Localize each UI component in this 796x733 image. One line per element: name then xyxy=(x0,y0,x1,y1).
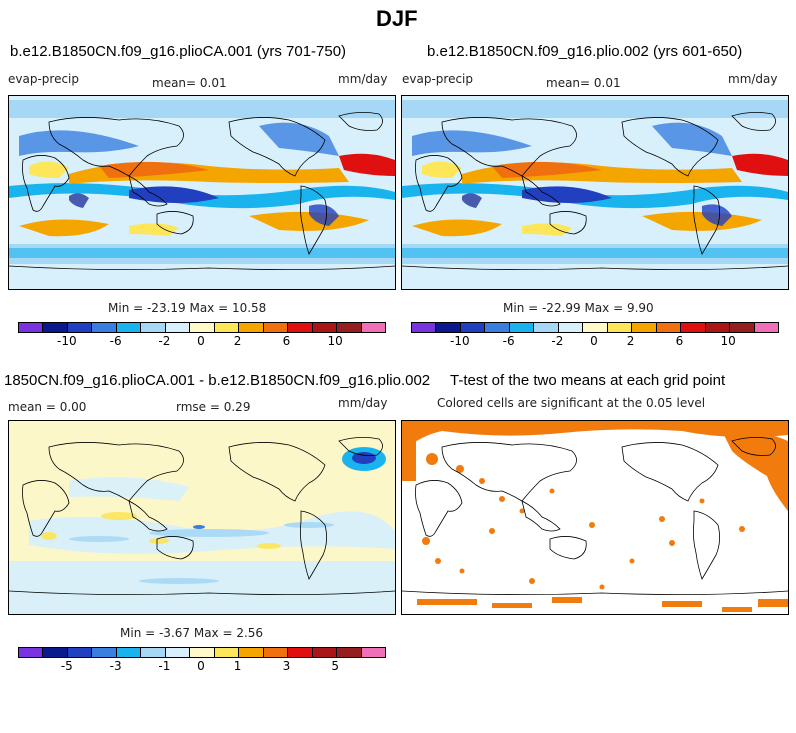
panel-1-colorbar xyxy=(18,322,386,333)
colorbar-swatch xyxy=(214,648,240,657)
colorbar-swatch xyxy=(214,323,240,332)
colorbar-swatch xyxy=(116,323,142,332)
colorbar-tick-label: 5 xyxy=(331,659,340,673)
colorbar-swatch xyxy=(43,648,68,657)
colorbar-tick-label: -5 xyxy=(60,659,73,673)
panel-2-units-label: mm/day xyxy=(728,72,778,86)
colorbar-swatch xyxy=(730,323,755,332)
colorbar-tick-label: 0 xyxy=(197,659,205,673)
panel-3-map xyxy=(8,420,396,615)
colorbar-swatch xyxy=(67,323,93,332)
colorbar-tick-label: 2 xyxy=(233,334,242,348)
panel-1-mean-label: mean= 0.01 xyxy=(152,76,227,90)
panel-4-title: T-test of the two means at each grid poi… xyxy=(450,372,726,389)
panel-4-map xyxy=(401,420,789,615)
colorbar-tick-label: -6 xyxy=(502,334,515,348)
colorbar-swatch xyxy=(681,323,706,332)
colorbar-tick-label: 10 xyxy=(327,334,343,348)
colorbar-tick-label: -1 xyxy=(158,659,171,673)
panel-3-units-label: mm/day xyxy=(338,396,388,410)
panel-2-map xyxy=(401,95,789,290)
colorbar-swatch xyxy=(485,323,510,332)
colorbar-swatch xyxy=(92,648,117,657)
colorbar-swatch xyxy=(190,648,215,657)
panel-3-title: 1850CN.f09_g16.plioCA.001 - b.e12.B1850C… xyxy=(4,372,431,389)
colorbar-swatch xyxy=(263,648,289,657)
panel-4-significance-note: Colored cells are significant at the 0.0… xyxy=(437,396,706,410)
panel-2-map-field xyxy=(402,96,788,289)
colorbar-swatch xyxy=(67,648,93,657)
panel-1-units-label: mm/day xyxy=(338,72,388,86)
colorbar-swatch xyxy=(607,323,633,332)
colorbar-swatch xyxy=(754,323,779,332)
panel-3-min-max: Min = -3.67 Max = 2.56 xyxy=(120,626,264,640)
colorbar-tick-label: 3 xyxy=(282,659,291,673)
colorbar-swatch xyxy=(312,323,338,332)
panel-3-colorbar xyxy=(18,647,386,658)
colorbar-swatch xyxy=(534,323,559,332)
colorbar-swatch xyxy=(116,648,142,657)
panel-3-rmse-label: rmse = 0.29 xyxy=(176,400,251,414)
colorbar-tick-label: -6 xyxy=(109,334,122,348)
colorbar-tick-label: -10 xyxy=(56,334,77,348)
panel-3-map-field xyxy=(9,436,395,614)
colorbar-swatch xyxy=(705,323,731,332)
colorbar-swatch xyxy=(190,323,215,332)
colorbar-tick-label: 1 xyxy=(233,659,242,673)
panel-1-map-field xyxy=(9,96,395,289)
colorbar-swatch xyxy=(19,323,44,332)
panel-4-map-field xyxy=(402,421,788,612)
colorbar-swatch xyxy=(361,648,386,657)
colorbar-swatch xyxy=(436,323,461,332)
panel-3-mean-label: mean = 0.00 xyxy=(8,400,87,414)
panel-1-map xyxy=(8,95,396,290)
colorbar-swatch xyxy=(92,323,117,332)
colorbar-swatch xyxy=(361,323,386,332)
colorbar-tick-label: 6 xyxy=(675,334,684,348)
colorbar-swatch xyxy=(656,323,682,332)
colorbar-swatch xyxy=(19,648,44,657)
colorbar-tick-label: 0 xyxy=(197,334,205,348)
colorbar-swatch xyxy=(239,648,264,657)
colorbar-swatch xyxy=(460,323,486,332)
colorbar-tick-label: -10 xyxy=(449,334,470,348)
colorbar-tick-label: 2 xyxy=(626,334,635,348)
colorbar-swatch xyxy=(141,323,166,332)
colorbar-tick-label: -2 xyxy=(551,334,564,348)
colorbar-swatch xyxy=(165,648,191,657)
colorbar-swatch xyxy=(558,323,584,332)
colorbar-tick-label: 10 xyxy=(720,334,736,348)
colorbar-swatch xyxy=(141,648,166,657)
colorbar-swatch xyxy=(312,648,338,657)
panel-2-colorbar xyxy=(411,322,779,333)
panel-2-min-max: Min = -22.99 Max = 9.90 xyxy=(503,301,654,315)
colorbar-swatch xyxy=(239,323,264,332)
panel-1-title: b.e12.B1850CN.f09_g16.plioCA.001 (yrs 70… xyxy=(10,43,347,60)
colorbar-swatch xyxy=(337,323,362,332)
panel-2-mean-label: mean= 0.01 xyxy=(546,76,621,90)
colorbar-swatch xyxy=(165,323,191,332)
panel-2-title: b.e12.B1850CN.f09_g16.plio.002 (yrs 601-… xyxy=(427,43,743,60)
panel-1-variable-label: evap-precip xyxy=(8,72,80,86)
colorbar-tick-label: 0 xyxy=(590,334,598,348)
colorbar-swatch xyxy=(43,323,68,332)
colorbar-swatch xyxy=(288,648,313,657)
colorbar-tick-label: -3 xyxy=(109,659,122,673)
figure-title: DJF xyxy=(376,6,418,31)
colorbar-tick-label: -2 xyxy=(158,334,171,348)
panel-2-variable-label: evap-precip xyxy=(402,72,474,86)
colorbar-swatch xyxy=(288,323,313,332)
colorbar-swatch xyxy=(412,323,437,332)
colorbar-swatch xyxy=(337,648,362,657)
colorbar-swatch xyxy=(263,323,289,332)
panel-1-min-max: Min = -23.19 Max = 10.58 xyxy=(108,301,267,315)
colorbar-swatch xyxy=(583,323,608,332)
colorbar-swatch xyxy=(632,323,657,332)
colorbar-swatch xyxy=(509,323,535,332)
colorbar-tick-label: 6 xyxy=(282,334,291,348)
